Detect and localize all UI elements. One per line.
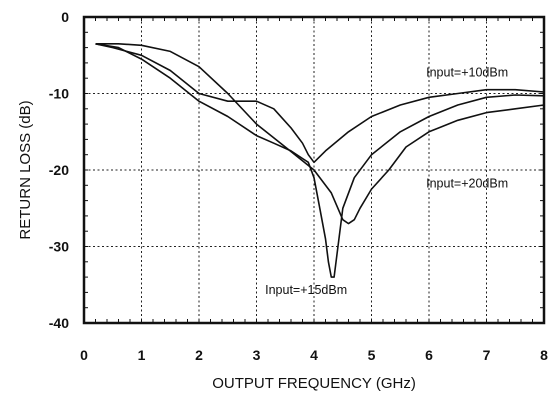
series-line-1 xyxy=(95,43,545,164)
x-tick-label: 6 xyxy=(425,347,433,363)
x-tick-label: 2 xyxy=(195,347,203,363)
x-tick-label: 3 xyxy=(253,347,261,363)
y-tick-label: 0 xyxy=(61,9,69,25)
y-tick-label: -40 xyxy=(49,315,69,331)
y-axis-title: RETURN LOSS (dB) xyxy=(17,100,34,239)
x-tick-label: 0 xyxy=(80,347,88,363)
series-line-3 xyxy=(95,42,545,225)
y-tick-label: -10 xyxy=(49,86,69,102)
x-axis-title: OUTPUT FREQUENCY (GHz) xyxy=(212,375,416,392)
x-tick-label: 7 xyxy=(483,347,491,363)
x-tick-label: 1 xyxy=(138,347,146,363)
annotations: Input=+10dBm Input=+20dBm Input=+15dBm xyxy=(265,66,508,297)
series-annotation-1: Input=+10dBm xyxy=(426,66,508,80)
y-tick-label: -30 xyxy=(49,239,69,255)
series-lines xyxy=(95,42,545,278)
tick-labels: 0 1 2 3 4 5 6 7 8 0 -10 -20 -30 -40 xyxy=(49,9,548,363)
y-tick-label: -20 xyxy=(49,162,69,178)
x-tick-label: 5 xyxy=(368,347,376,363)
series-annotation-3: Input=+15dBm xyxy=(265,283,347,297)
x-tick-label: 4 xyxy=(310,347,318,363)
series-line-2 xyxy=(95,43,545,278)
series-annotation-2: Input=+20dBm xyxy=(426,177,508,191)
tick-marks xyxy=(83,16,545,324)
x-tick-label: 8 xyxy=(540,347,548,363)
